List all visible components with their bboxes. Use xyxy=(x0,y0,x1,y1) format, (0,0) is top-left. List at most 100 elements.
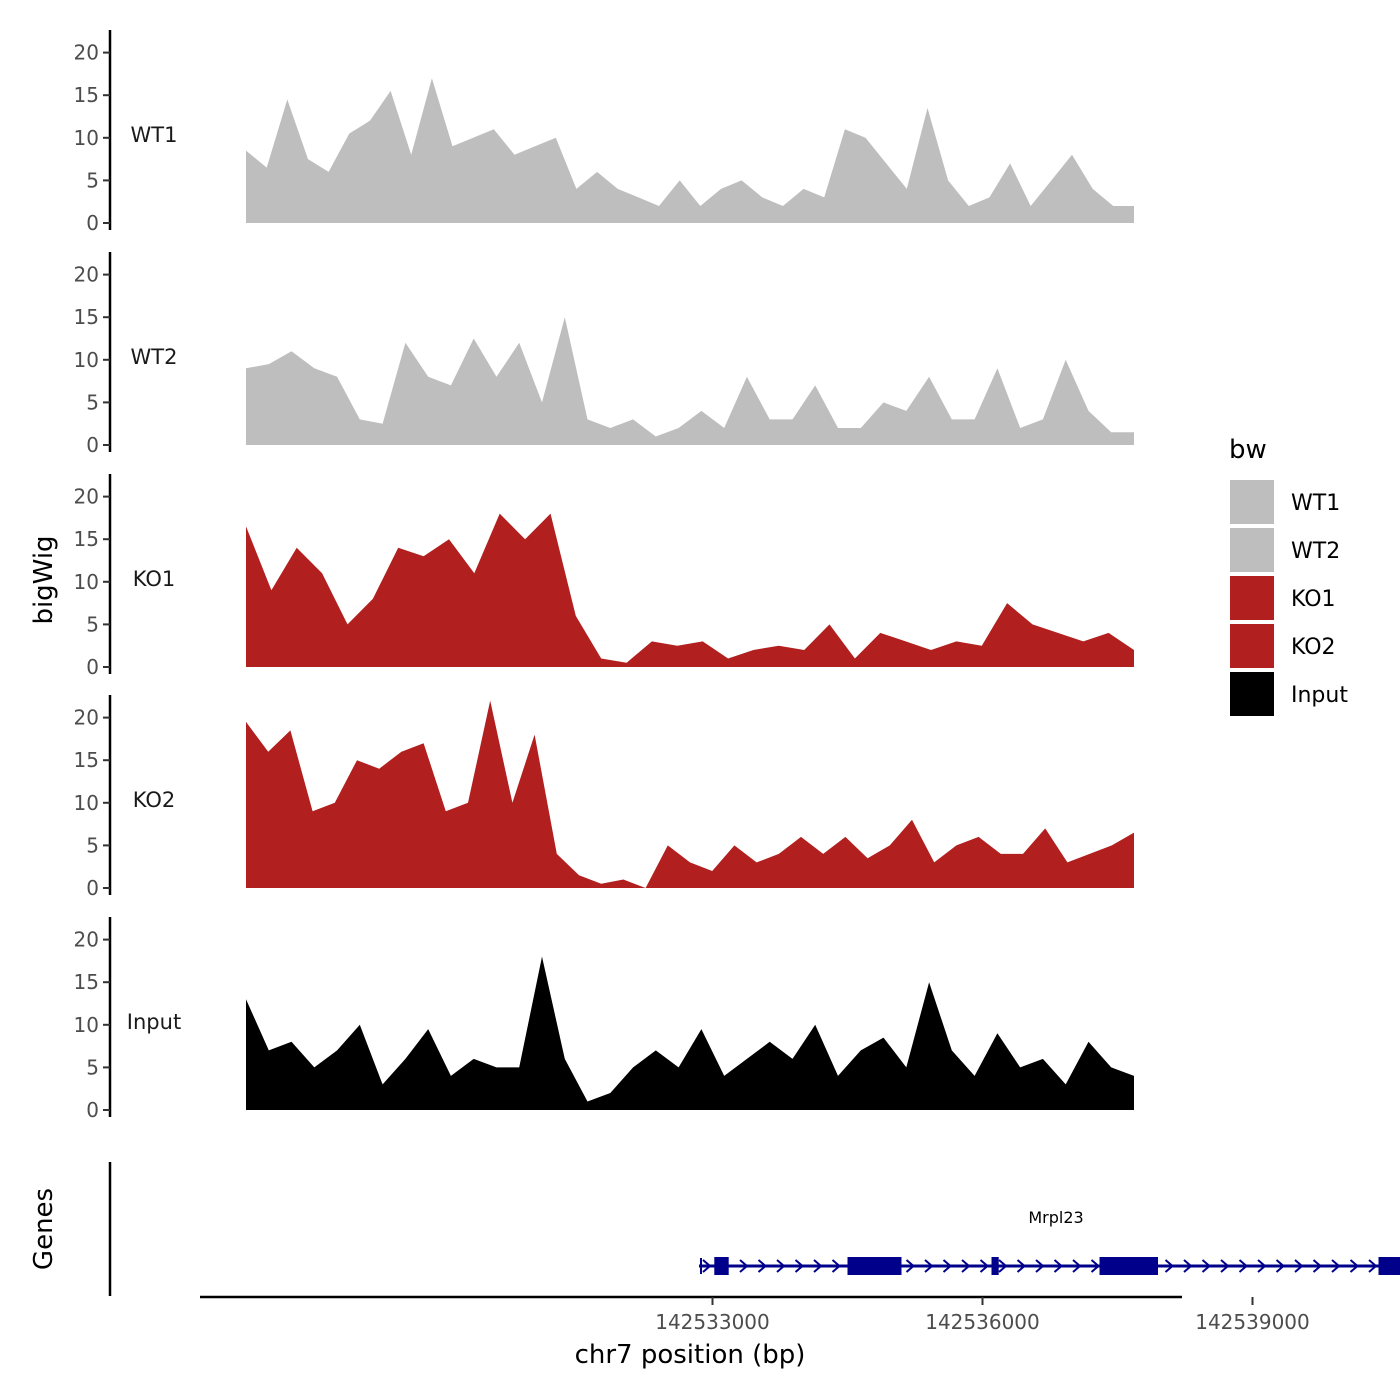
legend-label: KO1 xyxy=(1291,587,1336,612)
legend-swatch xyxy=(1230,528,1274,572)
track-label-ko1: KO1 xyxy=(133,567,176,591)
track-label-ko2: KO2 xyxy=(133,788,176,812)
legend-label: Input xyxy=(1291,683,1348,708)
legend-label: KO2 xyxy=(1291,635,1336,660)
track-label-wt2: WT2 xyxy=(131,345,178,369)
genes-track-title: Genes xyxy=(29,1188,59,1270)
legend-swatch xyxy=(1230,672,1274,716)
y-tick-label: 20 xyxy=(74,706,99,730)
x-axis: 142533000 142536000 142539000 xyxy=(200,1295,1310,1334)
y-tick-label: 15 xyxy=(74,970,99,994)
panel-ko1: 0 5 10 15 20 KO1 xyxy=(74,474,1134,679)
panel-wt1: 0 5 10 15 20 WT1 xyxy=(74,30,1134,235)
strand-arrow xyxy=(1349,1259,1360,1273)
strand-arrow xyxy=(1053,1259,1064,1273)
legend-title: bw xyxy=(1229,435,1267,465)
panel-input: 0 5 10 15 20 Input xyxy=(74,917,1134,1122)
y-axis-title: bigWig xyxy=(29,535,59,624)
panel-wt2: 0 5 10 15 20 WT2 xyxy=(74,252,1134,457)
y-tick-label: 0 xyxy=(86,433,99,457)
strand-arrow xyxy=(1294,1259,1304,1273)
track-label-wt1: WT1 xyxy=(131,123,178,147)
strand-arrow xyxy=(1220,1259,1230,1273)
genes-track: Genes Mrpl23 xyxy=(29,1162,1400,1296)
legend-entry-ko1: KO1 xyxy=(1230,576,1336,620)
area-ko2 xyxy=(246,700,1134,888)
legend-label: WT1 xyxy=(1291,491,1340,516)
y-tick-label: 10 xyxy=(74,126,99,150)
panel-ko2: 0 5 10 15 20 KO2 xyxy=(74,695,1134,900)
strand-arrow xyxy=(702,1259,712,1273)
legend: bw WT1 WT2 KO1 KO2 Input xyxy=(1229,435,1348,716)
area-wt2 xyxy=(246,317,1134,445)
y-tick-label: 5 xyxy=(86,168,99,192)
strand-arrow xyxy=(979,1259,990,1273)
y-tick-label: 0 xyxy=(86,876,99,900)
exon xyxy=(1099,1257,1158,1275)
area-ko1 xyxy=(246,513,1134,667)
strand-arrow xyxy=(794,1259,805,1273)
strand-arrow xyxy=(1331,1259,1341,1273)
strand-arrow xyxy=(1016,1259,1027,1273)
strand-arrow xyxy=(1257,1259,1267,1273)
y-tick-label: 20 xyxy=(74,928,99,952)
gene-mrpl23: Mrpl23 xyxy=(699,1208,1400,1275)
exon xyxy=(714,1257,729,1275)
y-tick-label: 10 xyxy=(74,570,99,594)
x-tick-label: 142533000 xyxy=(655,1310,770,1334)
y-tick-label: 10 xyxy=(74,791,99,815)
y-tick-label: 5 xyxy=(86,833,99,857)
strand-arrow xyxy=(1368,1259,1378,1273)
legend-entry-ko2: KO2 xyxy=(1230,624,1336,668)
y-tick-label: 15 xyxy=(74,527,99,551)
y-tick-label: 0 xyxy=(86,1098,99,1122)
y-tick-label: 15 xyxy=(74,748,99,772)
exon xyxy=(1378,1257,1400,1275)
strand-arrow xyxy=(1035,1259,1045,1273)
y-tick-label: 20 xyxy=(74,41,99,65)
y-tick-label: 20 xyxy=(74,263,99,287)
strand-arrow xyxy=(776,1259,786,1273)
strand-arrow xyxy=(924,1259,934,1273)
strand-arrow xyxy=(1183,1259,1193,1273)
area-wt1 xyxy=(246,78,1134,223)
legend-swatch xyxy=(1230,576,1274,620)
y-tick-label: 0 xyxy=(86,655,99,679)
legend-label: WT2 xyxy=(1291,539,1340,564)
y-tick-label: 10 xyxy=(74,1013,99,1037)
strand-arrow xyxy=(739,1259,749,1273)
y-tick-label: 15 xyxy=(74,305,99,329)
legend-entry-wt2: WT2 xyxy=(1230,528,1340,572)
strand-arrow xyxy=(1275,1259,1286,1273)
x-axis-title: chr7 position (bp) xyxy=(575,1340,806,1370)
strand-arrow xyxy=(1072,1259,1082,1273)
strand-arrow xyxy=(757,1259,768,1273)
y-tick-label: 5 xyxy=(86,390,99,414)
strand-arrow xyxy=(1312,1259,1323,1273)
strand-arrow xyxy=(942,1259,953,1273)
x-tick-label: 142536000 xyxy=(925,1310,1040,1334)
strand-arrow xyxy=(1090,1259,1101,1273)
legend-swatch xyxy=(1230,480,1274,524)
strand-arrow xyxy=(998,1259,1008,1273)
exon xyxy=(991,1257,999,1275)
area-input xyxy=(246,956,1134,1110)
legend-entry-wt1: WT1 xyxy=(1230,480,1340,524)
strand-arrow xyxy=(1201,1259,1212,1273)
y-tick-label: 10 xyxy=(74,348,99,372)
strand-arrow xyxy=(813,1259,823,1273)
coverage-panels: 0 5 10 15 20 WT1 0 5 10 15 20 WT2 0 5 10 15 20 KO1 0 5 10 15 2… xyxy=(74,30,1134,1122)
legend-entry-input: Input xyxy=(1230,672,1348,716)
track-label-input: Input xyxy=(127,1010,181,1034)
exon xyxy=(847,1257,902,1275)
strand-arrow xyxy=(1238,1259,1249,1273)
legend-swatch xyxy=(1230,624,1274,668)
y-tick-label: 15 xyxy=(74,83,99,107)
y-tick-label: 20 xyxy=(74,485,99,509)
x-tick-label: 142539000 xyxy=(1195,1310,1310,1334)
strand-arrow xyxy=(905,1259,916,1273)
y-tick-label: 5 xyxy=(86,612,99,636)
y-tick-label: 0 xyxy=(86,211,99,235)
y-tick-label: 5 xyxy=(86,1055,99,1079)
